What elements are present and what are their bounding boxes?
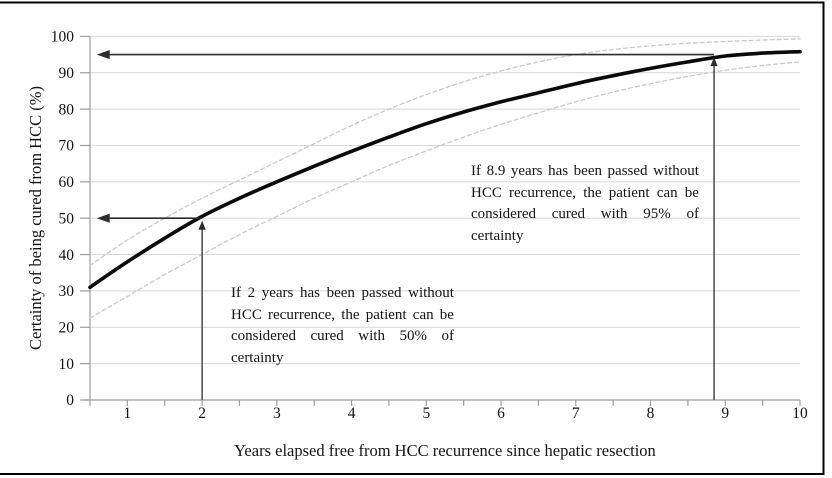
annotation-line: HCC recurrence, the patient can be — [231, 306, 454, 323]
arrowhead-left — [96, 213, 110, 223]
x-axis-title: Years elapsed free from HCC recurrence s… — [234, 441, 656, 460]
y-tick-label: 70 — [59, 138, 75, 155]
annotation-line: certainty — [231, 349, 284, 366]
x-tick-label: 1 — [123, 405, 131, 422]
y-tick-label: 60 — [59, 174, 75, 191]
annotation-line: HCC recurrence, the patient can be — [471, 184, 699, 201]
x-tick-label: 7 — [572, 405, 580, 422]
lower-confidence-band — [89, 61, 801, 319]
y-tick-label: 100 — [51, 29, 75, 46]
annotation-line: certainty — [471, 227, 524, 244]
cure-certainty-curve — [88, 49, 802, 290]
arrowhead-up — [710, 57, 718, 67]
arrowhead-up — [198, 220, 206, 230]
annotation-2-years: If 2 years has been passed without HCC recurrenc… — [231, 283, 454, 369]
y-tick-label: 50 — [59, 210, 75, 227]
x-tick-label: 3 — [273, 405, 281, 422]
upper-confidence-band — [89, 38, 801, 267]
x-tick-label: 2 — [198, 405, 206, 422]
x-tick-label: 6 — [497, 405, 505, 422]
y-axis-title: Certainty of being cured from HCC (%) — [26, 86, 45, 350]
arrowhead-left — [96, 49, 110, 60]
y-tick-label: 20 — [59, 319, 75, 336]
y-tick-label: 0 — [66, 392, 74, 409]
annotation-line: considered cured with 95% of — [471, 206, 699, 222]
y-tick-label: 80 — [59, 101, 75, 118]
y-tick-label: 30 — [59, 283, 75, 300]
annotation-8-9-years: If 8.9 years has been passed without HCC recurre… — [471, 161, 699, 247]
annotation-line: If 8.9 years has been passed without — [471, 163, 699, 179]
y-tick-label: 90 — [59, 65, 75, 82]
x-tick-label: 4 — [348, 405, 356, 422]
annotation-line: considered cured with 50% of — [231, 328, 454, 344]
annotation-line: If 2 years has been passed without — [231, 285, 454, 301]
y-tick-label: 10 — [59, 356, 75, 373]
x-tick-label: 9 — [721, 405, 729, 422]
x-tick-label: 5 — [422, 405, 430, 422]
x-tick-label: 8 — [647, 405, 655, 422]
x-tick-label: 10 — [792, 405, 808, 422]
y-tick-label: 40 — [59, 247, 75, 264]
